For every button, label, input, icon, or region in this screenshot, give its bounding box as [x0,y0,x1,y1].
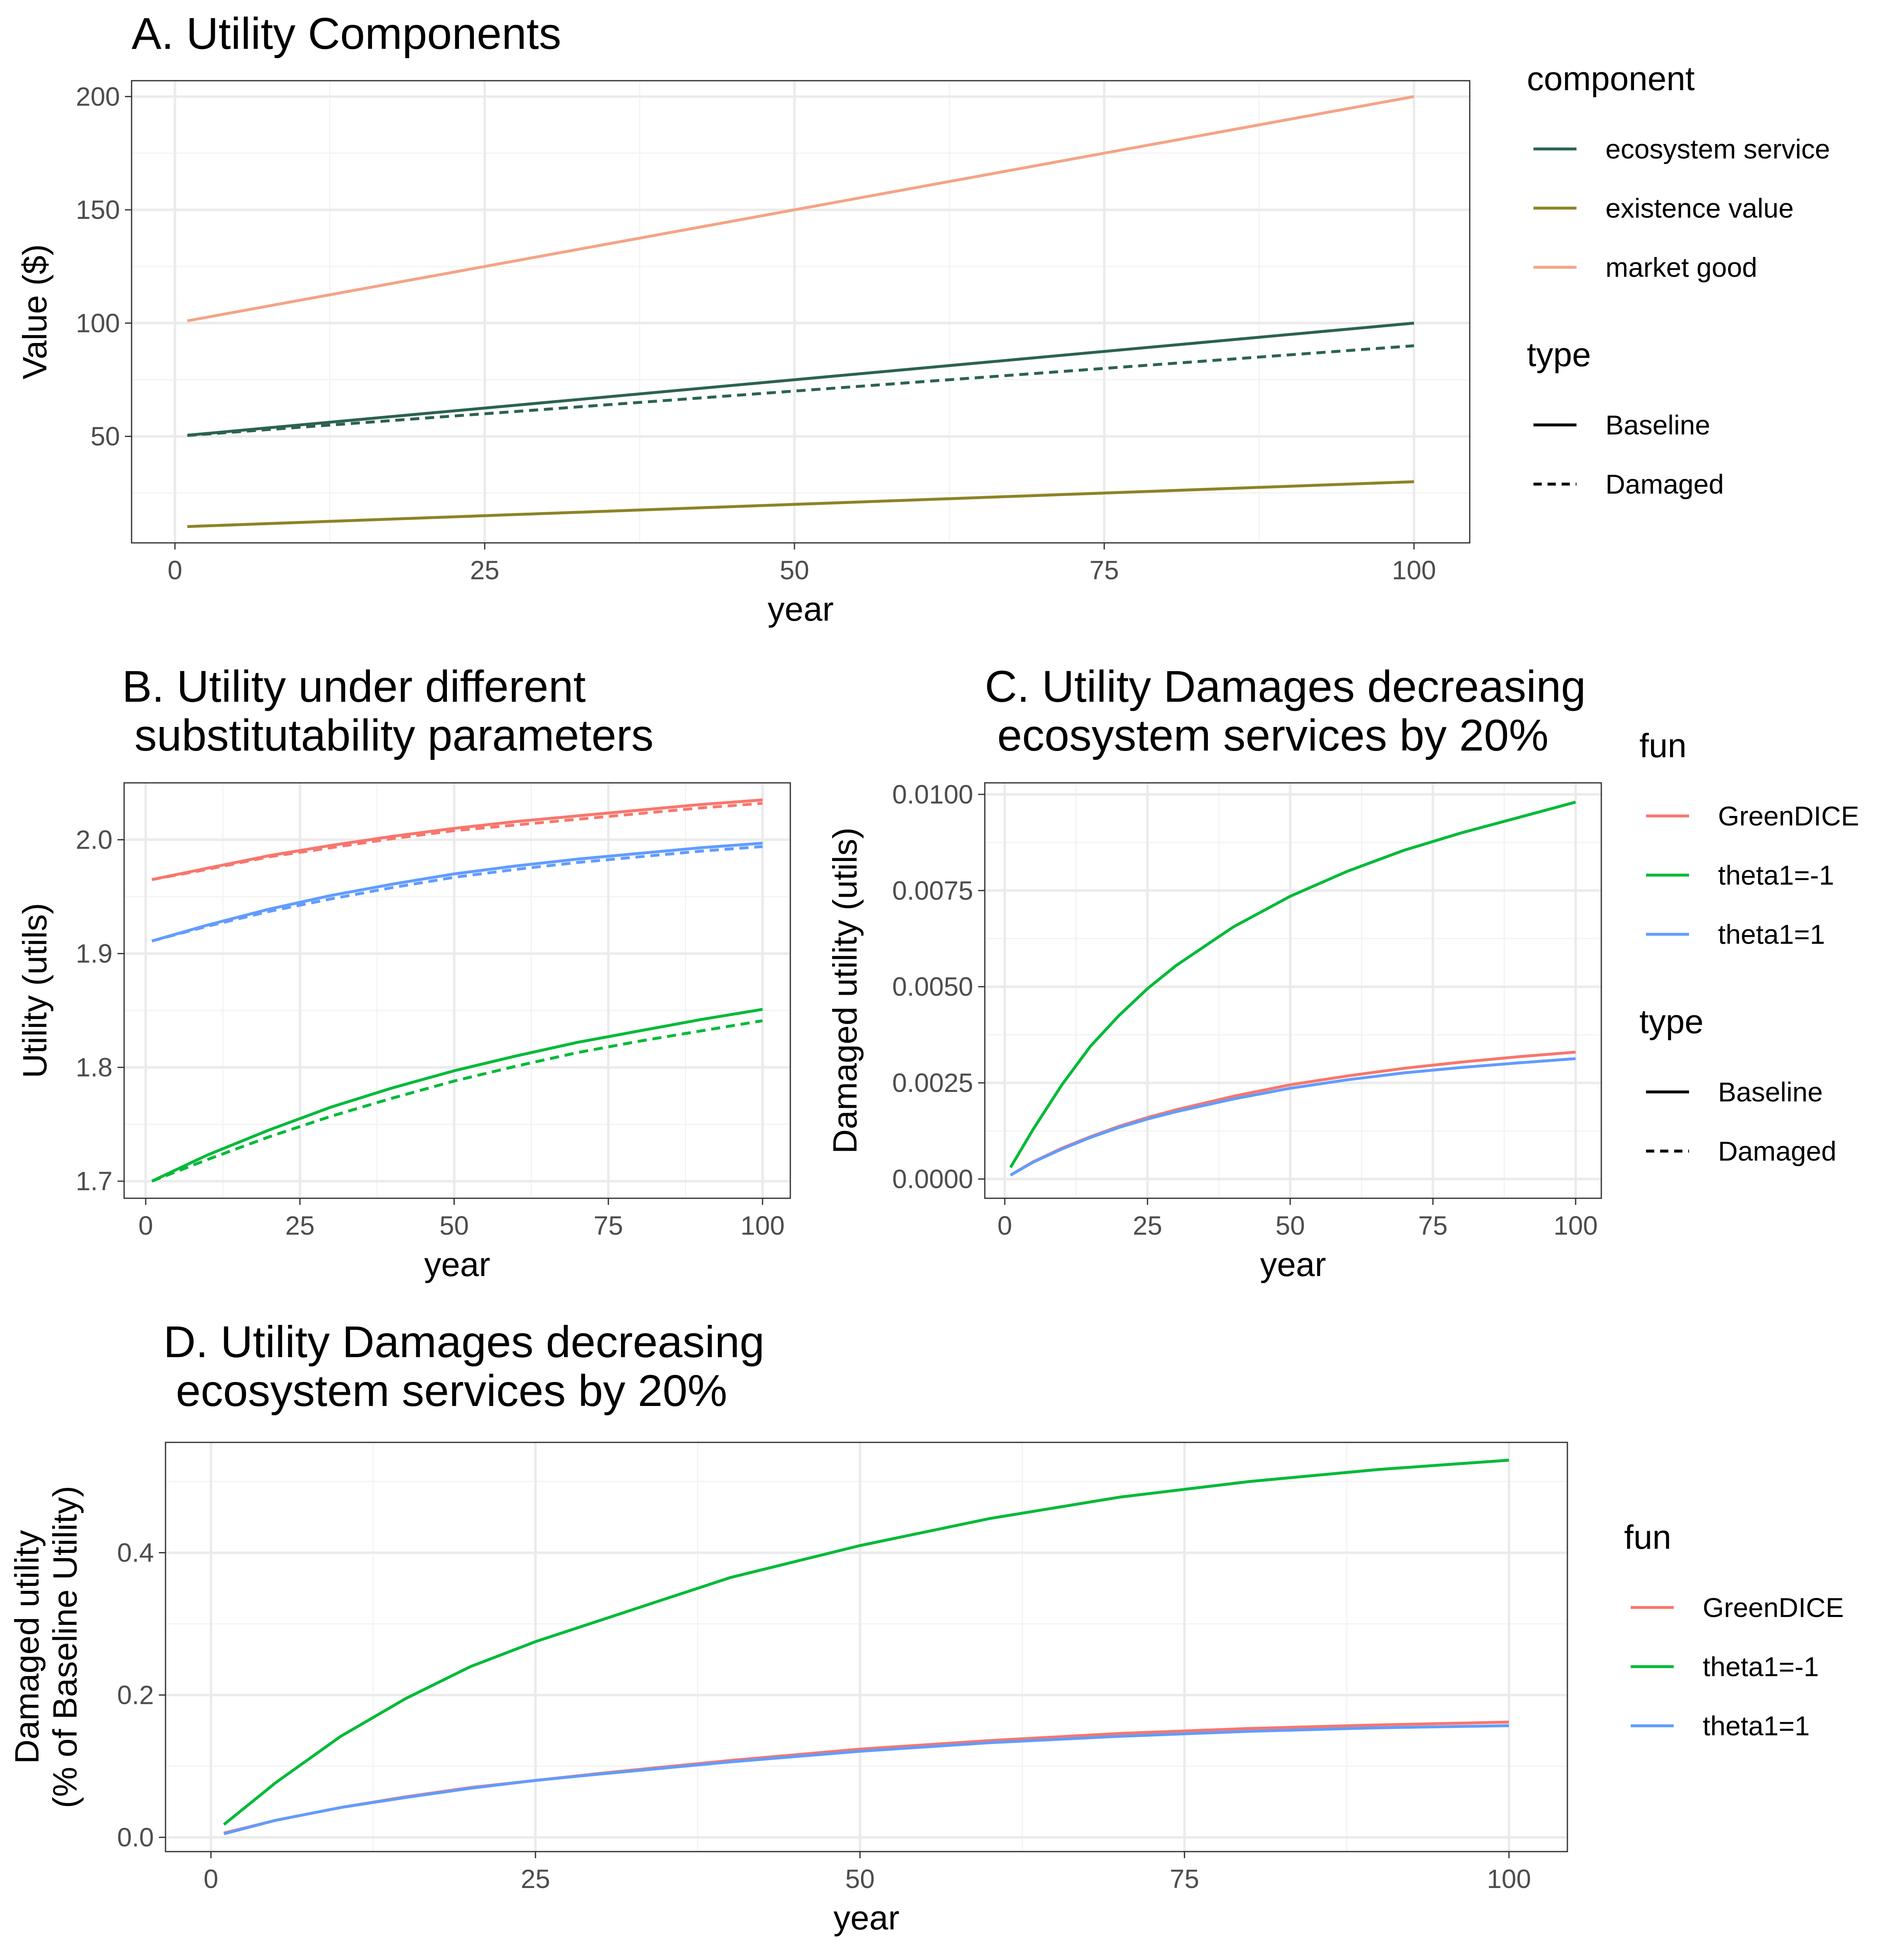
legend-type: type Baseline Damaged [1527,336,1724,499]
y-tick-label: 0.0050 [892,972,973,1002]
legend-title: component [1527,60,1695,98]
x-tick-label: 75 [594,1211,623,1240]
x-tick-label: 100 [1392,555,1436,585]
legend-component: component ecosystem service existence valu… [1527,60,1830,283]
panel-title: ecosystem services by 20% [163,1365,727,1415]
x-tick-label: 50 [780,555,809,585]
y-tick-label: 0.0100 [892,780,973,809]
legend-fun: fun GreenDICE theta1=-1 theta1=1 [1639,727,1859,950]
x-axis-title: year [424,1246,490,1283]
panel-title: ecosystem services by 20% [985,710,1549,760]
panel-a: A. Utility Components 0 25 50 75 100 50 100 150 2… [16,8,1830,628]
y-tick-label: 0.0075 [892,876,973,905]
y-tick-label: 1.9 [76,939,113,969]
panel-border [131,80,1471,544]
legend-title: fun [1624,1519,1671,1556]
legend-label: GreenDICE [1703,1592,1844,1623]
x-tick-label: 25 [470,555,499,585]
x-tick-label: 100 [1487,1864,1531,1894]
panel-border [165,1442,1568,1852]
x-axis-title: year [833,1899,900,1937]
x-tick-label: 75 [1418,1211,1447,1240]
panel-title: C. Utility Damages decreasing [985,661,1586,711]
legend-type: type Baseline Damaged [1639,1003,1836,1166]
y-tick-label: 200 [76,82,120,111]
x-axis-title: year [768,590,834,628]
panel-border [984,782,1602,1199]
panel-border [123,782,791,1199]
y-tick-label: 0.2 [117,1680,154,1710]
legend-label: theta1=-1 [1703,1651,1819,1682]
series-line [151,1008,763,1183]
x-tick-label: 25 [521,1864,550,1894]
legend-fun: fun GreenDICE theta1=-1 theta1=1 [1624,1519,1844,1741]
legend-label: theta1=1 [1718,919,1825,950]
series-line [1010,1057,1576,1177]
y-axis-title: Value ($) [16,244,54,379]
panel-b: B. Utility under different substitutabil… [16,661,791,1283]
legend-label: market good [1605,252,1757,283]
legend-title: type [1639,1003,1704,1041]
x-tick-label: 75 [1089,555,1119,585]
panel-c: C. Utility Damages decreasing ecosystem … [826,661,1859,1283]
series-line [151,798,763,881]
x-tick-label: 100 [1554,1211,1598,1240]
legend-label: theta1=1 [1703,1711,1810,1741]
series-line [223,1724,1509,1835]
legend-label: theta1=-1 [1718,860,1834,890]
y-tick-label: 1.7 [76,1166,113,1196]
y-tick-label: 0.0025 [892,1068,973,1098]
legend-label: GreenDICE [1718,801,1859,831]
series-line [223,1720,1509,1835]
series-line [151,842,763,943]
x-tick-label: 0 [138,1211,153,1240]
panel-d: D. Utility Damages decreasing ecosystem … [8,1317,1844,1937]
panel-title: substitutability parameters [122,710,654,760]
series-line [151,802,763,881]
y-tick-label: 100 [76,308,120,338]
legend-label: Damaged [1605,469,1724,499]
panel-title: A. Utility Components [132,8,561,58]
series-line [151,1019,763,1183]
legend-title: type [1527,336,1591,374]
panel-title: B. Utility under different [122,661,586,711]
legend-label: existence value [1605,193,1794,223]
y-axis-title: (% of Baseline Utility) [46,1486,84,1808]
y-axis-title: Damaged utility (utils) [826,828,864,1154]
y-tick-label: 0.4 [117,1538,154,1568]
x-tick-label: 100 [741,1211,785,1240]
y-tick-label: 150 [76,195,120,225]
x-tick-label: 25 [1133,1211,1162,1240]
x-tick-label: 0 [997,1211,1012,1240]
series-line [187,95,1414,322]
y-axis-title: Utility (utils) [16,903,54,1078]
y-axis-title: Damaged utility [8,1530,46,1764]
series-line [187,480,1414,528]
x-tick-label: 0 [168,555,182,585]
panel-title: D. Utility Damages decreasing [163,1317,765,1367]
legend-label: Damaged [1718,1136,1836,1166]
x-tick-label: 0 [204,1864,218,1894]
series-line [187,321,1414,437]
x-tick-label: 50 [845,1864,875,1894]
series-line [1010,1051,1576,1177]
series-line [1009,801,1576,1168]
y-tick-label: 1.8 [76,1053,113,1082]
x-tick-label: 50 [1276,1211,1305,1240]
legend-label: Baseline [1605,410,1710,440]
legend-label: ecosystem service [1605,134,1830,164]
series-line [187,344,1414,437]
x-tick-label: 75 [1170,1864,1199,1894]
x-tick-label: 25 [285,1211,314,1240]
y-tick-label: 50 [91,422,120,451]
y-tick-label: 0.0 [117,1823,154,1852]
y-tick-label: 0.0000 [892,1164,973,1194]
x-tick-label: 50 [439,1211,469,1240]
legend-title: fun [1639,727,1687,765]
x-axis-title: year [1260,1246,1326,1283]
legend-label: Baseline [1718,1077,1823,1107]
y-tick-label: 2.0 [76,825,113,855]
series-line [223,1459,1509,1826]
